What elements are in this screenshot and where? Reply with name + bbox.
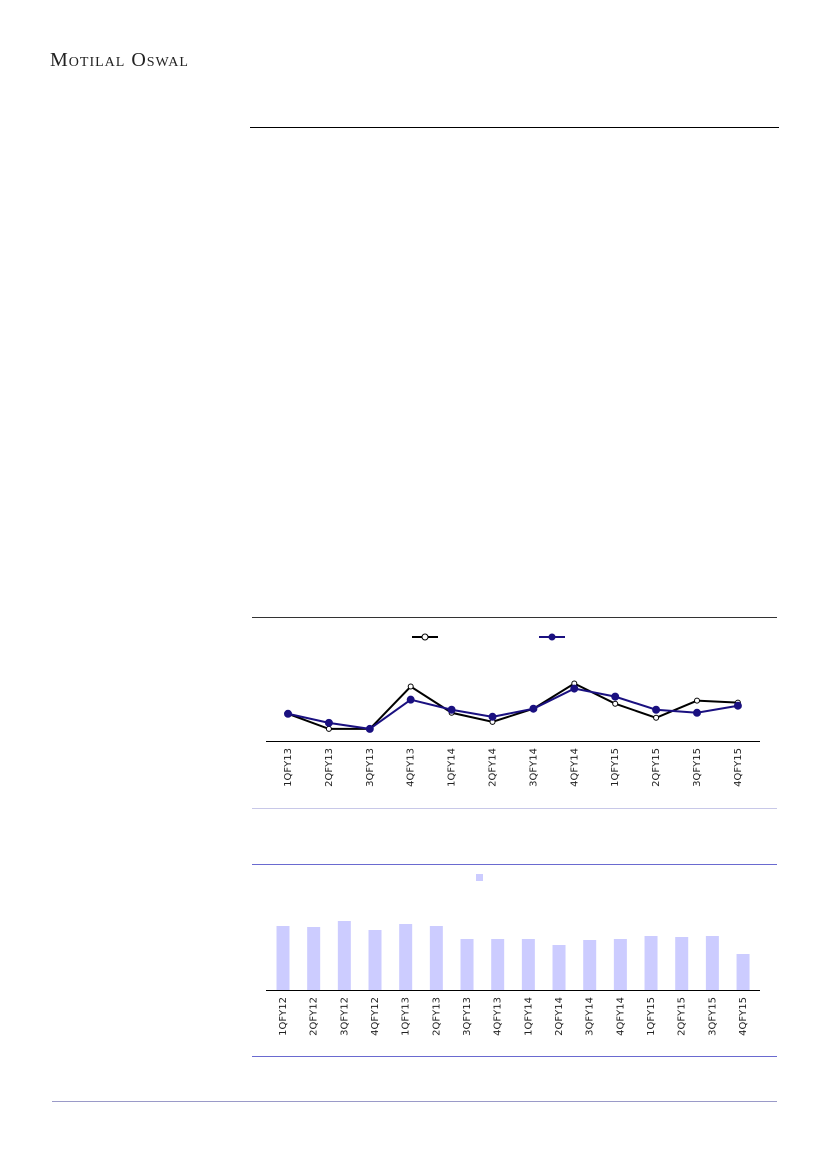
- point: [611, 692, 620, 701]
- bar: [675, 937, 689, 990]
- x-tick-label: 1QFY12: [278, 997, 289, 1036]
- point: [324, 718, 333, 727]
- x-tick-label: 4QFY13: [406, 748, 417, 787]
- x-tick-label: 1QFY14: [523, 997, 534, 1036]
- x-tick-label: 1QFY15: [610, 748, 621, 787]
- x-tick-label: 3QFY15: [707, 997, 718, 1036]
- x-tick-label: 2QFY15: [651, 748, 662, 787]
- bar: [307, 927, 321, 990]
- x-tick-label: 4QFY14: [569, 748, 580, 787]
- bar: [460, 939, 474, 990]
- bar: [613, 939, 627, 990]
- x-tick-label: 3QFY14: [528, 748, 539, 787]
- x-tick-label: 2QFY14: [554, 997, 565, 1036]
- bar: [705, 936, 719, 990]
- bar: [429, 926, 443, 990]
- bar: [644, 936, 658, 990]
- x-tick-label: 3QFY13: [365, 748, 376, 787]
- bar: [399, 924, 413, 990]
- bar: [491, 939, 505, 990]
- x-tick-label: 1QFY15: [646, 997, 657, 1036]
- bar: [337, 921, 351, 990]
- point: [612, 700, 619, 707]
- x-tick-label: 3QFY14: [585, 997, 596, 1036]
- x-tick-label: 2QFY12: [309, 997, 320, 1036]
- bar: [552, 945, 566, 990]
- point: [694, 697, 700, 704]
- x-tick-label: 2QFY13: [431, 997, 442, 1036]
- point: [406, 695, 415, 704]
- x-tick-label: 1QFY14: [447, 748, 458, 787]
- point: [284, 709, 292, 718]
- bar: [368, 930, 382, 990]
- x-tick-label: 2QFY14: [488, 748, 499, 787]
- point: [447, 705, 456, 714]
- point: [733, 701, 742, 710]
- bar: [521, 939, 535, 990]
- x-tick-label: 3QFY12: [339, 997, 350, 1036]
- bar: [276, 926, 290, 990]
- point: [407, 683, 414, 690]
- logo: Motilal Oswal: [50, 49, 189, 71]
- x-tick-label: 2QFY13: [324, 748, 335, 787]
- point: [652, 705, 661, 714]
- series-line: [287, 687, 739, 730]
- bar: [583, 940, 597, 990]
- x-tick-label: 4QFY14: [615, 997, 626, 1036]
- legend-swatch: [548, 633, 556, 641]
- bar: [736, 954, 750, 990]
- point: [325, 725, 332, 732]
- legend-swatch: [476, 874, 483, 881]
- x-tick-label: 1QFY13: [401, 997, 412, 1036]
- point: [529, 704, 538, 713]
- x-tick-label: 4QFY13: [493, 997, 504, 1036]
- point: [488, 712, 497, 721]
- series-line: [287, 682, 738, 730]
- x-tick-label: 3QFY13: [462, 997, 473, 1036]
- point: [365, 724, 374, 733]
- x-tick-label: 3QFY15: [692, 748, 703, 787]
- x-tick-label: 4QFY12: [370, 997, 381, 1036]
- point: [570, 684, 579, 693]
- point: [693, 708, 701, 717]
- x-tick-label: 1QFY13: [283, 748, 294, 787]
- point: [653, 714, 660, 721]
- x-tick-label: 4QFY15: [738, 997, 749, 1036]
- x-tick-label: 2QFY15: [677, 997, 688, 1036]
- x-tick-label: 4QFY15: [733, 748, 744, 787]
- legend-swatch: [421, 633, 429, 641]
